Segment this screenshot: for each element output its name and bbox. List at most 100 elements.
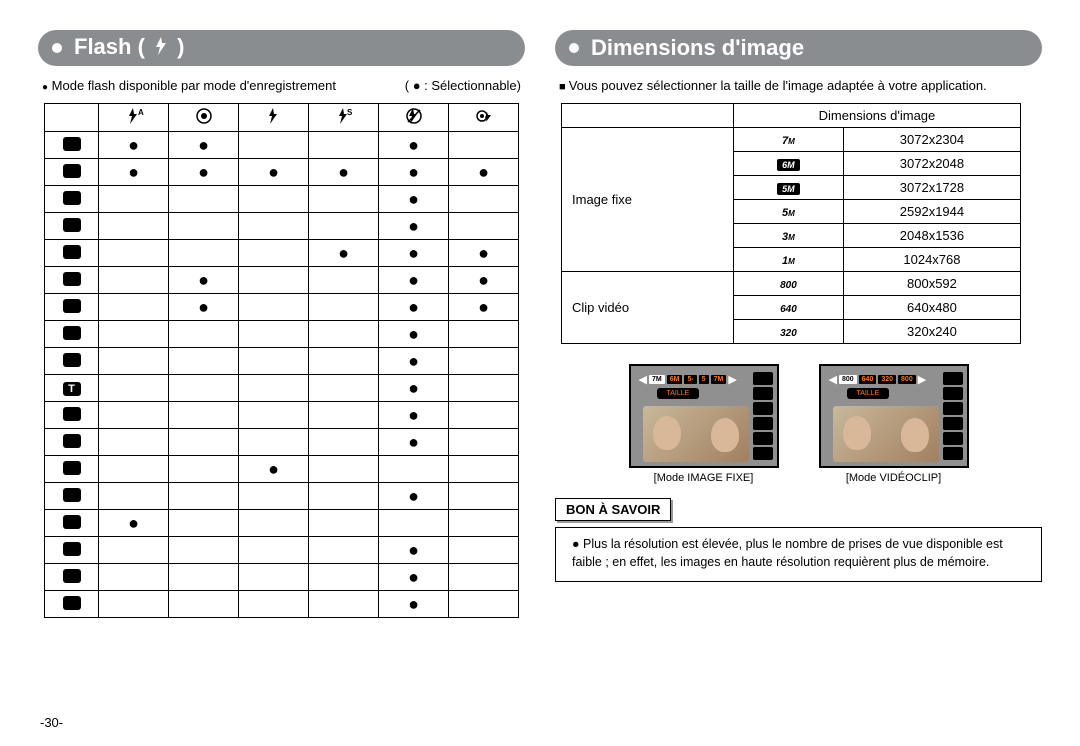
flash-cell (99, 564, 169, 591)
lcd-chip: 5- (684, 375, 696, 384)
flash-row-scene-6 (45, 456, 99, 483)
size-label: 320 (733, 320, 843, 344)
flash-cell (239, 267, 309, 294)
size-label: 640 (733, 296, 843, 320)
lcd-chip: 7M (649, 375, 665, 384)
flash-row-cloud (45, 402, 99, 429)
flash-cell: ● (379, 267, 449, 294)
flash-row-scene-2 (45, 213, 99, 240)
flash-cell: ● (379, 132, 449, 159)
flash-cell (379, 510, 449, 537)
flash-cell: ● (379, 294, 449, 321)
flash-cell (309, 564, 379, 591)
flash-cell (99, 348, 169, 375)
flash-row-scene-7 (45, 510, 99, 537)
flash-slow-icon: S (334, 107, 354, 128)
redeye-icon (194, 107, 214, 128)
flash-cell (309, 132, 379, 159)
flash-cell (309, 186, 379, 213)
info-text: Plus la résolution est élevée, plus le n… (572, 537, 1003, 569)
flash-cell (169, 213, 239, 240)
svg-text:A: A (138, 108, 144, 117)
size-value: 640x480 (843, 296, 1020, 320)
flash-cell (99, 213, 169, 240)
size-value: 320x240 (843, 320, 1020, 344)
flash-cell: ● (99, 132, 169, 159)
size-label: 7M (733, 128, 843, 152)
flash-cell (239, 510, 309, 537)
flash-cell: ● (379, 321, 449, 348)
lcd-chip: 5 (699, 375, 709, 384)
heading-flash-text: Flash ( (74, 34, 145, 59)
flash-cell (99, 375, 169, 402)
lcd2-label: TAILLE (847, 388, 890, 399)
flash-cell (169, 510, 239, 537)
flash-cell (309, 510, 379, 537)
flash-cell (99, 483, 169, 510)
flash-cell (239, 240, 309, 267)
lcd-image-fixe: ◀7M6M5-57M▶ TAILLE [Mode IMAGE FIXE] (629, 364, 779, 484)
flash-cell (99, 294, 169, 321)
dimensions-header: Dimensions d'image (733, 104, 1020, 128)
info-container: BON À SAVOIR ● Plus la résolution est él… (555, 498, 1042, 582)
flash-cell (239, 348, 309, 375)
flash-cell: ● (379, 240, 449, 267)
flash-cell (239, 213, 309, 240)
flash-cell (449, 321, 519, 348)
flash-cell: ● (379, 402, 449, 429)
flash-row-scene-5 (45, 294, 99, 321)
flash-cell: ● (379, 483, 449, 510)
flash-cell (239, 591, 309, 618)
flash-cell (309, 537, 379, 564)
lcd2-caption: [Mode VIDÉOCLIP] (819, 472, 969, 484)
flash-row-landscape (45, 321, 99, 348)
flash-cell (239, 132, 309, 159)
flash-cell (309, 267, 379, 294)
flash-cell (169, 537, 239, 564)
flash-row-camera (45, 132, 99, 159)
flash-icon (153, 36, 169, 62)
section-image-fixe: Image fixe (562, 128, 734, 272)
lcd-previews: ◀7M6M5-57M▶ TAILLE [Mode IMAGE FIXE] ◀80… (555, 364, 1042, 484)
svg-text:S: S (347, 108, 353, 117)
lcd-chip: 6M (667, 375, 683, 384)
flash-cell: ● (379, 429, 449, 456)
flash-cell (169, 321, 239, 348)
flash-legend: ( ● : Sélectionnable) (405, 78, 521, 93)
flash-cell: ● (449, 159, 519, 186)
flash-cell (309, 213, 379, 240)
flash-cell: ● (449, 294, 519, 321)
flash-col-flash-auto: A (99, 104, 169, 132)
flash-cell: ● (99, 510, 169, 537)
flash-row-fireworks (45, 483, 99, 510)
flash-cell (239, 429, 309, 456)
flash-note: Mode flash disponible par mode d'enregis… (52, 78, 336, 93)
flash-cell (99, 267, 169, 294)
heading-dimensions: Dimensions d'image (555, 30, 1042, 66)
flash-row-text: T (45, 375, 99, 402)
flash-cell (449, 213, 519, 240)
flash-note-line: ● Mode flash disponible par mode d'enreg… (42, 78, 521, 93)
flash-col-flash-off (379, 104, 449, 132)
flash-cell (309, 483, 379, 510)
size-label: 3M (733, 224, 843, 248)
flash-cell (449, 402, 519, 429)
flash-row-scene-3 (45, 240, 99, 267)
flash-col-flash-fill (239, 104, 309, 132)
flash-cell (169, 402, 239, 429)
flash-cell (99, 321, 169, 348)
flash-cell (449, 186, 519, 213)
dimensions-table: Dimensions d'image Image fixe7M3072x2304… (561, 103, 1021, 344)
flash-row-sunset (45, 429, 99, 456)
size-value: 2048x1536 (843, 224, 1020, 248)
flash-cell: ● (169, 159, 239, 186)
flash-cell (309, 321, 379, 348)
flash-cell (309, 429, 379, 456)
size-label: 1M (733, 248, 843, 272)
lcd-videoclip: ◀800640320800▶ TAILLE [Mode VIDÉOCLIP] (819, 364, 969, 484)
flash-col-redeye (169, 104, 239, 132)
flash-cell: ● (169, 294, 239, 321)
flash-cell (379, 456, 449, 483)
flash-cell (449, 456, 519, 483)
dimensions-intro-line: Vous pouvez sélectionner la taille de l'… (559, 78, 1038, 93)
